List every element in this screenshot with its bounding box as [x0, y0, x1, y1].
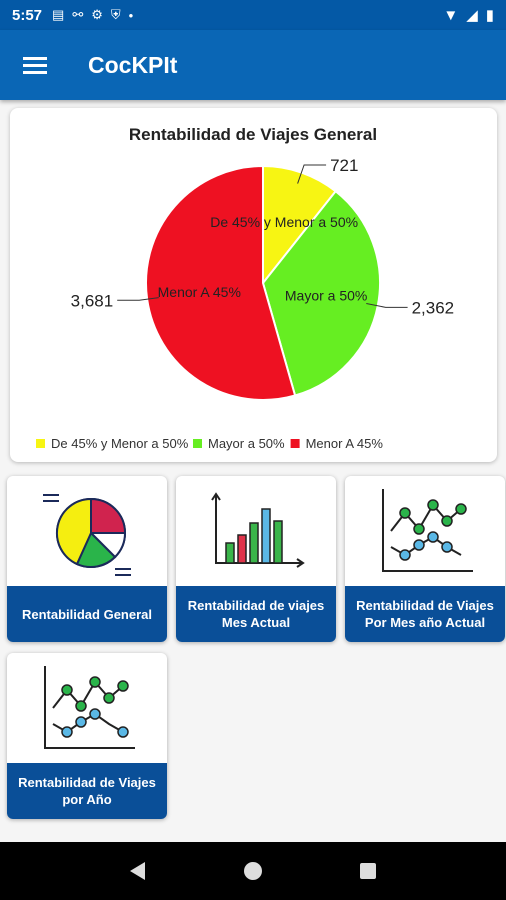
slice-value-label: 721 [330, 156, 358, 175]
navigation-bar [0, 842, 506, 900]
recents-button[interactable] [348, 851, 388, 891]
leader-line [117, 297, 159, 301]
status-bar: 5:57 ▤ ⚯ ⚙ ⛨ • ▼ ◢ ▮ [0, 0, 506, 30]
message-icon: ▤ [52, 7, 65, 22]
line-chart-icon [44, 666, 135, 749]
usb-icon: ⚯ [72, 7, 84, 22]
leader-line [297, 164, 327, 184]
tile-rentabilidad-por-ano[interactable]: Rentabilidad de Viajes por Año [7, 653, 167, 819]
slice-label: Menor A 45% [158, 284, 241, 300]
signal-icon: ◢ [466, 7, 478, 24]
tile-label: Rentabilidad de Viajes por Año [7, 763, 167, 819]
back-button[interactable] [118, 851, 158, 891]
tile-rentabilidad-mes-actual[interactable]: Rentabilidad de viajes Mes Actual [176, 476, 336, 642]
tile-rentabilidad-por-mes-ano-actual[interactable]: Rentabilidad de Viajes Por Mes año Actua… [345, 476, 505, 642]
legend-swatch [36, 439, 45, 448]
line-chart-icon [382, 489, 473, 572]
slice-label: Mayor a 50% [285, 288, 367, 304]
dot-icon: • [128, 7, 134, 23]
leader-line [366, 303, 408, 308]
battery-icon: ▮ [485, 7, 494, 24]
recents-square-icon [360, 863, 377, 879]
slice-value-label: 2,362 [412, 298, 455, 317]
chart-title: Rentabilidad de Viajes General [129, 125, 377, 144]
pie-chart-card: Rentabilidad de Viajes General De 45% y … [10, 108, 497, 462]
wifi-icon: ▼ [443, 6, 459, 24]
back-triangle-icon [129, 862, 145, 880]
menu-button[interactable] [0, 30, 70, 100]
legend-swatch [290, 439, 300, 448]
app-bar: CocKPIt [0, 30, 506, 100]
slice-label: De 45% y Menor a 50% [210, 214, 358, 230]
tile-label: Rentabilidad General [7, 586, 167, 642]
tile-label: Rentabilidad de viajes Mes Actual [176, 586, 336, 642]
app-title: CocKPIt [88, 51, 178, 78]
slice-value-label: 3,681 [71, 291, 114, 310]
tile-rentabilidad-general[interactable]: Rentabilidad General [7, 476, 167, 642]
pie-chart: Rentabilidad de Viajes General De 45% y … [36, 125, 455, 451]
pie-chart-icon [43, 494, 131, 576]
status-time: 5:57 [12, 6, 43, 24]
hamburger-icon [23, 55, 47, 76]
home-circle-icon [243, 862, 262, 880]
legend-label: Menor A 45% [306, 436, 384, 451]
legend-swatch [193, 439, 202, 448]
tile-label: Rentabilidad de Viajes Por Mes año Actua… [345, 586, 505, 642]
legend-label: De 45% y Menor a 50% [51, 436, 189, 451]
bar-chart-icon [211, 492, 305, 568]
settings-icon: ⚙ [91, 7, 103, 22]
home-button[interactable] [233, 851, 273, 891]
shield-icon: ⛨ [110, 7, 121, 22]
legend-label: Mayor a 50% [208, 436, 285, 451]
